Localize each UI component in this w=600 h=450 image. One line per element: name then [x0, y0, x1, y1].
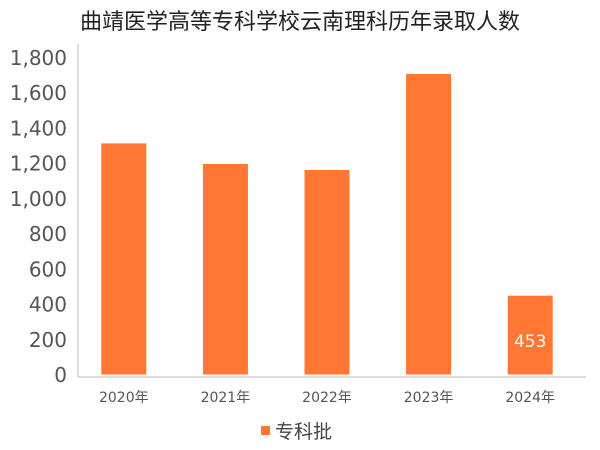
y-tick-label: 1,400 — [10, 116, 67, 140]
bar-2021年 — [201, 162, 249, 376]
legend: 专科批 — [261, 421, 332, 443]
bar-2024年 — [506, 294, 554, 376]
x-tick-label: 2024年 — [505, 390, 555, 406]
legend-swatch — [261, 426, 270, 435]
x-tick-label: 2023年 — [404, 390, 454, 406]
bar-data-label: 453 — [514, 332, 546, 352]
y-tick-label: 1,600 — [10, 81, 67, 105]
y-tick-label: 200 — [29, 328, 67, 352]
y-tick-label: 1,800 — [10, 46, 67, 70]
y-tick-label: 400 — [29, 293, 67, 317]
x-tick-label: 2022年 — [302, 390, 352, 406]
bars: 453 — [100, 72, 554, 376]
y-tick-label: 0 — [54, 363, 67, 387]
y-tick-label: 1,200 — [10, 152, 67, 176]
x-tick-labels: 2020年 2021年 2022年 2023年 2024年 — [99, 390, 555, 406]
y-tick-label: 800 — [29, 222, 67, 246]
y-tick-labels: 0 200 400 600 800 1,000 1,200 1,400 1,600 1,800 — [10, 46, 67, 387]
y-tick-label: 1,000 — [10, 187, 67, 211]
chart-title: 曲靖医学高等专科学校云南理科历年录取人数 — [79, 10, 520, 35]
legend-label: 专科批 — [275, 421, 332, 443]
bar-2022年 — [303, 168, 351, 376]
bar-2023年 — [405, 72, 453, 376]
bar-2020年 — [100, 142, 148, 376]
y-tick-label: 600 — [29, 257, 67, 281]
x-tick-label: 2020年 — [99, 390, 149, 406]
x-tick-label: 2021年 — [201, 390, 251, 406]
